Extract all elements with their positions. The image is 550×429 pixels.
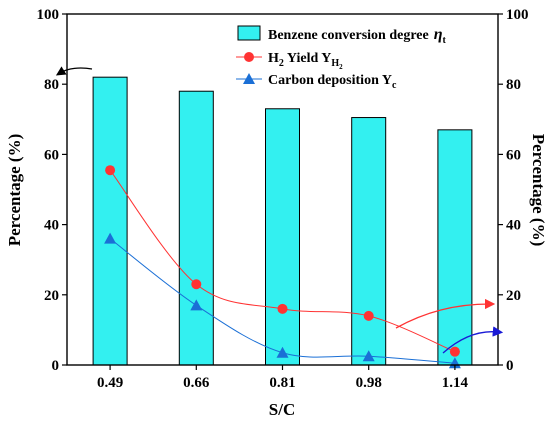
right-axis-ticks: 0 20 40 60 80 100 — [498, 7, 529, 374]
right-tick-label-80: 80 — [506, 77, 521, 93]
bar-1.14 — [437, 129, 473, 366]
right-tick-label-20: 20 — [506, 288, 521, 304]
point-carbon-0.98 — [362, 350, 375, 362]
point-h2-1.14 — [449, 346, 460, 357]
x-tick-label-0.81: 0.81 — [269, 375, 295, 391]
legend-carbon-sub: c — [392, 80, 397, 91]
bars-layer — [92, 76, 473, 366]
left-tick-label-80: 80 — [44, 77, 59, 93]
legend-label-h2: H2 Yield YH2 — [268, 51, 343, 71]
point-carbon-0.81 — [276, 346, 289, 358]
legend-h2-text: H — [268, 51, 279, 66]
legend-h2-sub3: 2 — [339, 63, 343, 71]
x-axis-title: S/C — [269, 400, 295, 419]
legend-carbon-text: Carbon deposition Y — [268, 73, 392, 88]
arrow-blue-to-right-axis — [442, 326, 504, 354]
point-h2-0.98 — [363, 310, 374, 321]
bar-0.49 — [92, 76, 128, 366]
legend-marker-h2 — [244, 52, 254, 62]
point-carbon-0.49 — [104, 232, 117, 244]
right-tick-label-0: 0 — [506, 358, 514, 374]
x-tick-label-1.14: 1.14 — [442, 375, 469, 391]
point-h2-0.49 — [105, 165, 116, 176]
point-carbon-0.66 — [190, 299, 203, 311]
arrow-red-to-right-axis — [395, 298, 496, 329]
left-tick-label-0: 0 — [52, 358, 60, 374]
legend-h2-sub: 2 — [279, 58, 284, 69]
bar-0.98 — [351, 117, 387, 366]
right-tick-label-40: 40 — [506, 218, 521, 234]
point-h2-0.81 — [277, 303, 288, 314]
bar-0.81 — [265, 108, 300, 366]
legend: Benzene conversion degree ηt H2 Yield YH2… — [236, 25, 447, 91]
right-tick-label-100: 100 — [506, 7, 529, 23]
left-tick-label-40: 40 — [44, 218, 59, 234]
right-tick-label-60: 60 — [506, 147, 521, 163]
legend-label-carbon: Carbon deposition Yc — [268, 73, 397, 91]
y-axis-title-right: Percentage (%) — [529, 134, 548, 247]
y-axis-title-left: Percentage (%) — [5, 134, 24, 247]
x-tick-label-0.66: 0.66 — [183, 375, 210, 391]
legend-swatch-bar — [237, 25, 261, 41]
left-axis-ticks: 0 20 40 60 80 100 — [37, 7, 67, 374]
legend-h2-sub2: H — [331, 58, 339, 69]
left-tick-label-100: 100 — [37, 7, 60, 23]
legend-benzene-sub: t — [443, 35, 447, 46]
arrow-to-left-axis — [55, 66, 93, 76]
legend-benzene-text: Benzene conversion degree — [268, 28, 429, 43]
x-tick-label-0.49: 0.49 — [97, 375, 123, 391]
point-h2-0.66 — [191, 279, 202, 290]
markers-layer — [104, 165, 461, 369]
x-axis-ticks: 0.49 0.66 0.81 0.98 1.14 — [97, 365, 469, 391]
x-tick-label-0.98: 0.98 — [356, 375, 382, 391]
legend-benzene-symbol: η — [434, 26, 443, 43]
left-tick-label-20: 20 — [44, 288, 59, 304]
legend-label-benzene: Benzene conversion degree ηt — [268, 26, 447, 46]
bar-0.66 — [178, 90, 214, 366]
left-tick-label-60: 60 — [44, 147, 59, 163]
legend-h2-text2: Yield Y — [284, 51, 331, 66]
legend-marker-carbon — [243, 73, 255, 84]
